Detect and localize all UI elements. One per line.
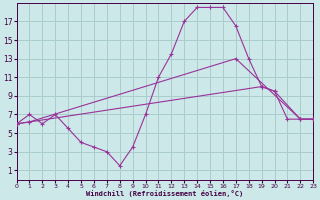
X-axis label: Windchill (Refroidissement éolien,°C): Windchill (Refroidissement éolien,°C) [86,190,244,197]
